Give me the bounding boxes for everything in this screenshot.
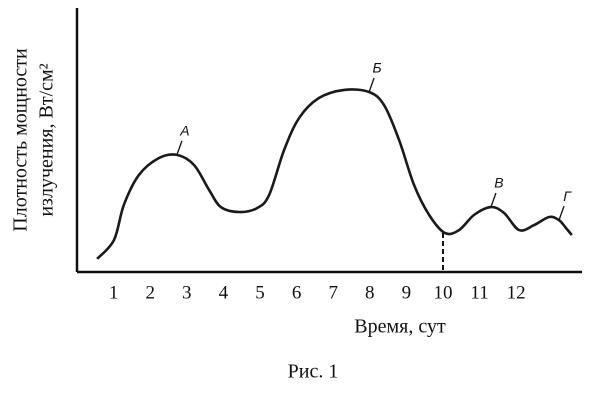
x-tick-label: 2 — [145, 282, 155, 303]
y-axis-label: излучения, Вт/см² — [36, 63, 58, 216]
x-axis-label: Время, сут — [354, 316, 446, 338]
x-tick-label: 9 — [402, 282, 412, 303]
x-tick-label: 6 — [292, 282, 302, 303]
x-tick-label: 12 — [507, 282, 526, 303]
x-tick-label: 5 — [255, 282, 265, 303]
line — [96, 88, 573, 260]
caption: Рис. 1 — [288, 361, 339, 383]
x-tick-label: 1 — [109, 282, 119, 303]
x-tick-label: 10 — [433, 282, 452, 303]
annotation-leader — [176, 140, 183, 156]
annotation-leader — [490, 192, 497, 208]
annotation: Б — [372, 60, 381, 76]
x-tick-label: 8 — [365, 282, 375, 303]
annotation: Г — [563, 188, 572, 204]
annotation: А — [179, 123, 189, 139]
x-tick-label: 4 — [219, 282, 229, 303]
x-tick-label: 3 — [182, 282, 192, 303]
annotation-leader — [558, 205, 565, 221]
annotation: В — [494, 175, 503, 191]
y-axis-label: Плотность мощности — [10, 48, 32, 232]
x-tick-label: 7 — [328, 282, 338, 303]
x-tick-label: 11 — [470, 282, 488, 303]
annotation-leader — [368, 77, 375, 93]
